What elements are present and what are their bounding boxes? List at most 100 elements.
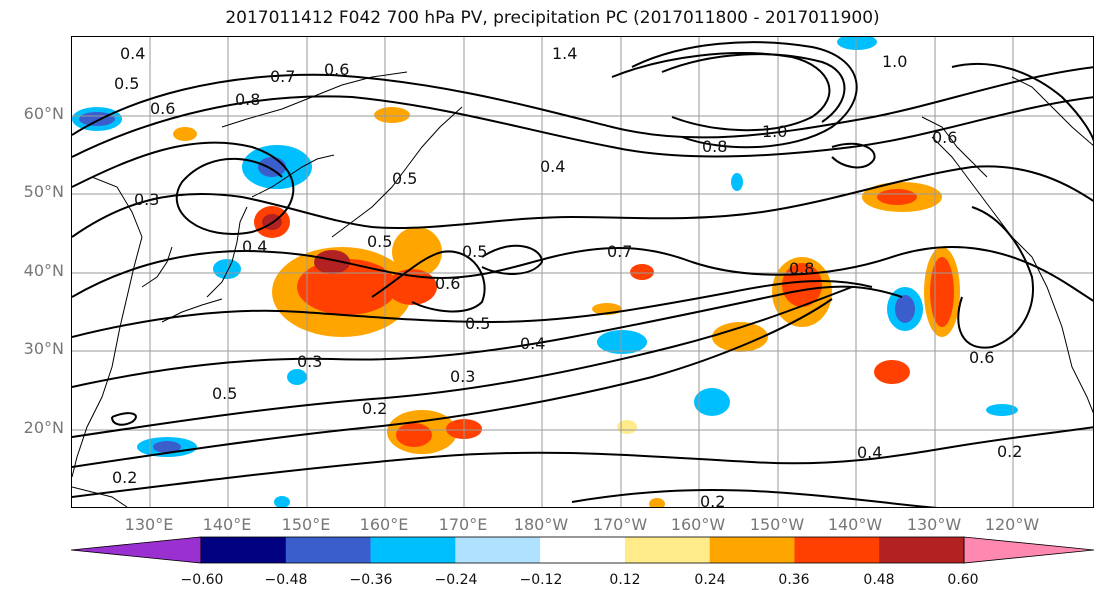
contour-label: 0.4 — [520, 334, 545, 353]
lon-label: 180°W — [513, 515, 569, 534]
contour-label: 0.2 — [997, 442, 1022, 461]
map-panel: 0.4 0.5 0.6 0.7 0.8 0.6 0.3 0.4 0.5 0.5 … — [71, 36, 1094, 508]
coastlines — [72, 71, 1093, 507]
contour-label: 0.5 — [465, 314, 490, 333]
contour-label: 0.6 — [932, 128, 957, 147]
colorbar-cell — [71, 536, 202, 564]
contour-label: 0.3 — [297, 352, 322, 371]
lon-label: 130°W — [906, 515, 962, 534]
contour-label: 0.3 — [134, 190, 159, 209]
precip-area — [731, 173, 743, 191]
precip-area — [153, 441, 181, 453]
lon-label: 140°E — [202, 515, 252, 534]
colorbar-tick-label: −0.12 — [519, 572, 563, 588]
precip-area — [258, 157, 286, 177]
colorbar-cells — [71, 536, 1094, 564]
contour-label: 0.5 — [367, 232, 392, 251]
precip-area — [895, 295, 915, 323]
precip-area — [396, 423, 432, 447]
precip-area — [649, 498, 665, 507]
lat-label: 30°N — [23, 339, 64, 358]
precip-area — [597, 330, 647, 354]
contour-label: 0.8 — [235, 90, 260, 109]
contour-label: 0.6 — [324, 60, 349, 79]
colorbar-tick-label: −0.36 — [349, 572, 393, 588]
lat-label: 40°N — [23, 261, 64, 280]
contour-label: 0.2 — [700, 492, 725, 508]
contour-label: 0.4 — [857, 443, 882, 462]
colorbar-outline — [200, 536, 965, 564]
precip-area — [387, 269, 437, 305]
precip-area — [986, 404, 1018, 416]
contour-label: 1.4 — [552, 44, 577, 63]
lon-label: 150°E — [281, 515, 331, 534]
contour-label: 0.4 — [120, 44, 145, 63]
lon-label: 160°W — [670, 515, 726, 534]
colorbar-cell — [879, 537, 965, 563]
colorbar-cell — [624, 537, 711, 563]
contour-label: 0.6 — [435, 274, 460, 293]
precip-area — [877, 189, 917, 205]
contour-label: 0.6 — [969, 348, 994, 367]
precip-area — [287, 369, 307, 385]
colorbar-tick-label: 0.24 — [694, 572, 726, 588]
colorbar-cell — [285, 537, 372, 563]
lat-label: 20°N — [23, 418, 64, 437]
precip-area — [712, 322, 768, 352]
colorbar-cell — [370, 537, 456, 563]
precip-area — [837, 37, 877, 50]
colorbar-tick-label: −0.48 — [264, 572, 308, 588]
map-canvas: 0.4 0.5 0.6 0.7 0.8 0.6 0.3 0.4 0.5 0.5 … — [72, 37, 1093, 508]
colorbar-cell — [201, 537, 287, 563]
contour-labels: 0.4 0.5 0.6 0.7 0.8 0.6 0.3 0.4 0.5 0.5 … — [112, 44, 1022, 508]
contour-label: 0.7 — [270, 67, 295, 86]
lat-label: 50°N — [23, 182, 64, 201]
contour-label: 0.7 — [607, 242, 632, 261]
colorbar-tick-label: 0.36 — [778, 572, 810, 588]
contour-label: 0.3 — [450, 367, 475, 386]
lon-label: 120°W — [984, 515, 1040, 534]
contour-label: 0.6 — [150, 99, 175, 118]
colorbar-tick-label: 0.12 — [609, 572, 641, 588]
contour-label: 0.5 — [462, 242, 487, 261]
colorbar-tick-label: 0.60 — [947, 572, 979, 588]
precip-area — [173, 127, 197, 141]
contour-label: 0.2 — [112, 468, 137, 487]
precip-area — [374, 107, 410, 123]
colorbar-tick-label: −0.24 — [434, 572, 478, 588]
precip-area — [392, 227, 442, 277]
lon-label: 140°W — [827, 515, 883, 534]
colorbar — [71, 536, 1094, 564]
contour-label: 0.8 — [702, 137, 727, 156]
contour-label: 0.2 — [362, 399, 387, 418]
contour-label: 0.4 — [540, 157, 565, 176]
colorbar-cell — [709, 537, 795, 563]
contour-label: 0.5 — [212, 384, 237, 403]
colorbar-tick-label: −0.60 — [180, 572, 224, 588]
contour-label: 0.5 — [114, 74, 139, 93]
contour-label: 0.8 — [789, 259, 814, 278]
lon-label: 160°E — [359, 515, 409, 534]
precip-area — [617, 420, 637, 434]
figure-title: 2017011412 F042 700 hPa PV, precipitatio… — [225, 8, 880, 28]
colorbar-cell — [455, 537, 541, 563]
colorbar-tick-label: 0.48 — [863, 572, 895, 588]
lon-label: 170°W — [592, 515, 648, 534]
colorbar-cell — [794, 537, 880, 563]
precip-area — [213, 259, 241, 279]
lon-label: 150°W — [749, 515, 805, 534]
contour-label: 0.5 — [392, 169, 417, 188]
contour-label: 1.0 — [882, 52, 907, 71]
colorbar-cell — [540, 537, 626, 563]
precip-area — [630, 264, 654, 280]
precip-area — [874, 360, 910, 384]
colorbar-cell — [963, 536, 1094, 564]
contour-label: 1.0 — [762, 122, 787, 141]
lon-label: 170°E — [438, 515, 488, 534]
precip-area — [314, 250, 350, 274]
precip-area — [274, 496, 290, 507]
lat-label: 60°N — [23, 104, 64, 123]
contour-label: 0.4 — [242, 237, 267, 256]
precip-area — [694, 388, 730, 416]
graticule — [72, 37, 1093, 507]
